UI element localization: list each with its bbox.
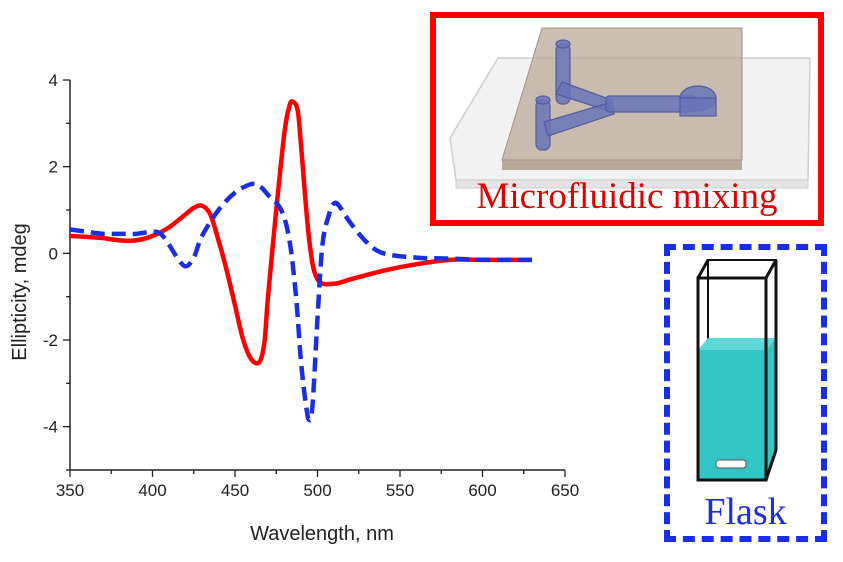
x-tick-label: 350 [56,481,84,500]
chart-series-group [69,99,533,423]
y-tick-label: 0 [49,244,58,263]
y-tick-label: 2 [49,158,58,177]
cuvette-illustration [696,259,778,482]
x-axis-title: Wavelength, nm [250,523,394,545]
x-tick-label: 650 [551,481,579,500]
y-tick-label: -2 [43,331,58,350]
x-tick-label: 400 [138,481,166,500]
microfluidic-series-line [69,99,532,366]
y-axis-title: Ellipticity, mdeg [9,223,31,360]
y-tick-label: -4 [43,418,58,437]
x-tick-label: 600 [468,481,496,500]
microfluidic-inset: Microfluidic mixing [430,12,824,226]
flask-label: Flask [704,491,787,533]
flask-inset: Flask [664,244,827,542]
x-tick-label: 450 [221,481,249,500]
chart-axes: 350 400 450 500 550 600 650 -4 -2 0 2 4 [43,71,579,500]
y-tick-label: 4 [49,71,58,90]
microfluidic-chip-illustration [449,27,811,189]
flask-series-line [69,181,533,423]
x-tick-label: 550 [386,481,414,500]
microfluidic-label: Microfluidic mixing [476,176,778,217]
x-tick-label: 500 [303,481,331,500]
